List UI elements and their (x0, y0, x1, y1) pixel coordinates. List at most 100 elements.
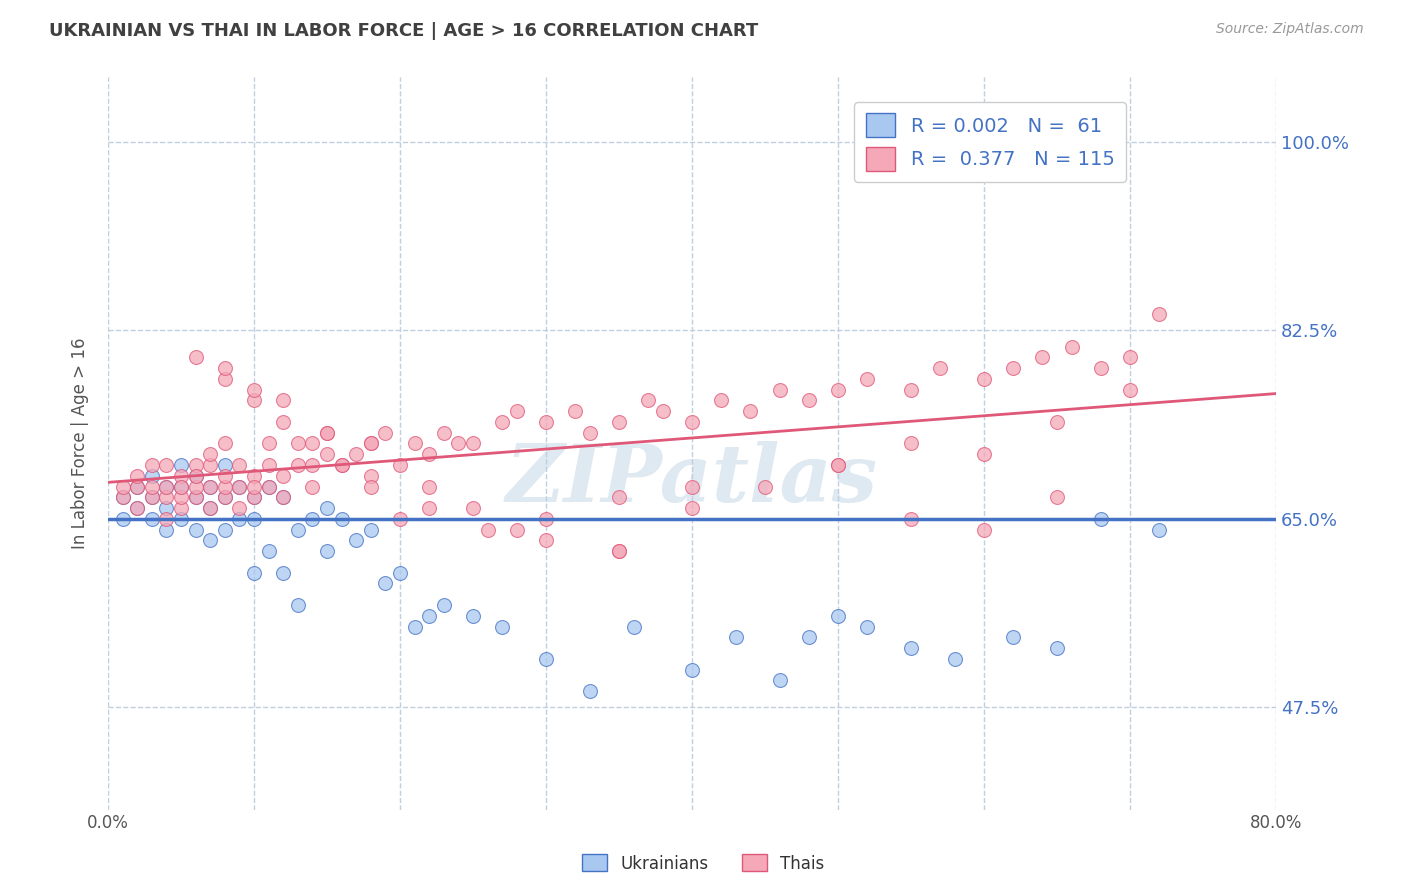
Point (797, 393, 820, 408)
Point (740, 404, 762, 418)
Point (973, 372, 995, 386)
Point (578, 425, 600, 440)
Point (856, 372, 879, 386)
Point (461, 608, 484, 623)
Point (141, 512, 163, 526)
Point (316, 447, 339, 461)
Point (607, 544, 630, 558)
Point (1119, 383, 1142, 397)
Point (768, 673, 790, 688)
Point (330, 458, 353, 472)
Point (506, 404, 529, 418)
Point (900, 436, 922, 450)
Point (344, 447, 367, 461)
Point (155, 523, 177, 537)
Point (243, 393, 266, 408)
Point (1147, 307, 1170, 321)
Point (271, 415, 294, 429)
Point (214, 468, 236, 483)
Point (271, 393, 294, 408)
Point (228, 512, 250, 526)
Point (564, 404, 586, 418)
Point (271, 566, 294, 580)
Point (198, 447, 221, 461)
Point (1090, 361, 1112, 376)
Point (388, 458, 411, 472)
Point (1119, 351, 1142, 365)
Point (257, 479, 280, 493)
Point (111, 512, 134, 526)
Point (228, 501, 250, 516)
Point (257, 479, 280, 493)
Point (447, 436, 470, 450)
Point (461, 436, 484, 450)
Point (1060, 340, 1083, 354)
Point (973, 447, 995, 461)
Point (170, 468, 193, 483)
Point (344, 533, 367, 548)
Point (243, 468, 266, 483)
Point (316, 544, 339, 558)
Point (578, 684, 600, 698)
Legend: Ukrainians, Thais: Ukrainians, Thais (575, 847, 831, 880)
Point (170, 501, 193, 516)
Point (155, 479, 177, 493)
Point (929, 361, 952, 376)
Point (900, 512, 922, 526)
Point (287, 436, 309, 450)
Point (111, 479, 134, 493)
Point (198, 501, 221, 516)
Point (301, 479, 323, 493)
Point (301, 458, 323, 472)
Point (271, 468, 294, 483)
Point (170, 491, 193, 505)
Point (681, 663, 703, 677)
Point (228, 479, 250, 493)
Point (243, 566, 266, 580)
Point (257, 544, 280, 558)
Point (155, 491, 177, 505)
Point (141, 479, 163, 493)
Point (198, 479, 221, 493)
Point (827, 383, 849, 397)
Point (184, 468, 207, 483)
Point (491, 415, 513, 429)
Point (214, 436, 236, 450)
Point (316, 425, 339, 440)
Point (198, 479, 221, 493)
Point (228, 479, 250, 493)
Point (827, 458, 849, 472)
Point (127, 501, 149, 516)
Point (214, 372, 236, 386)
Point (243, 491, 266, 505)
Point (257, 436, 280, 450)
Point (170, 479, 193, 493)
Point (404, 436, 426, 450)
Point (184, 523, 207, 537)
Point (973, 523, 995, 537)
Point (374, 425, 396, 440)
Point (170, 479, 193, 493)
Point (271, 491, 294, 505)
Point (534, 415, 557, 429)
Point (170, 458, 193, 472)
Legend: R = 0.002   N =  61, R =  0.377   N = 115: R = 0.002 N = 61, R = 0.377 N = 115 (855, 102, 1126, 182)
Point (900, 641, 922, 656)
Point (827, 458, 849, 472)
Text: UKRAINIAN VS THAI IN LABOR FORCE | AGE > 16 CORRELATION CHART: UKRAINIAN VS THAI IN LABOR FORCE | AGE >… (49, 22, 758, 40)
Point (198, 458, 221, 472)
Point (768, 383, 790, 397)
Point (1046, 491, 1069, 505)
Point (243, 491, 266, 505)
Point (198, 533, 221, 548)
Point (623, 619, 645, 633)
Point (360, 479, 382, 493)
Point (214, 523, 236, 537)
Point (388, 566, 411, 580)
Point (360, 436, 382, 450)
Point (637, 393, 659, 408)
Point (607, 544, 630, 558)
Point (184, 468, 207, 483)
Point (1090, 512, 1112, 526)
Point (360, 468, 382, 483)
